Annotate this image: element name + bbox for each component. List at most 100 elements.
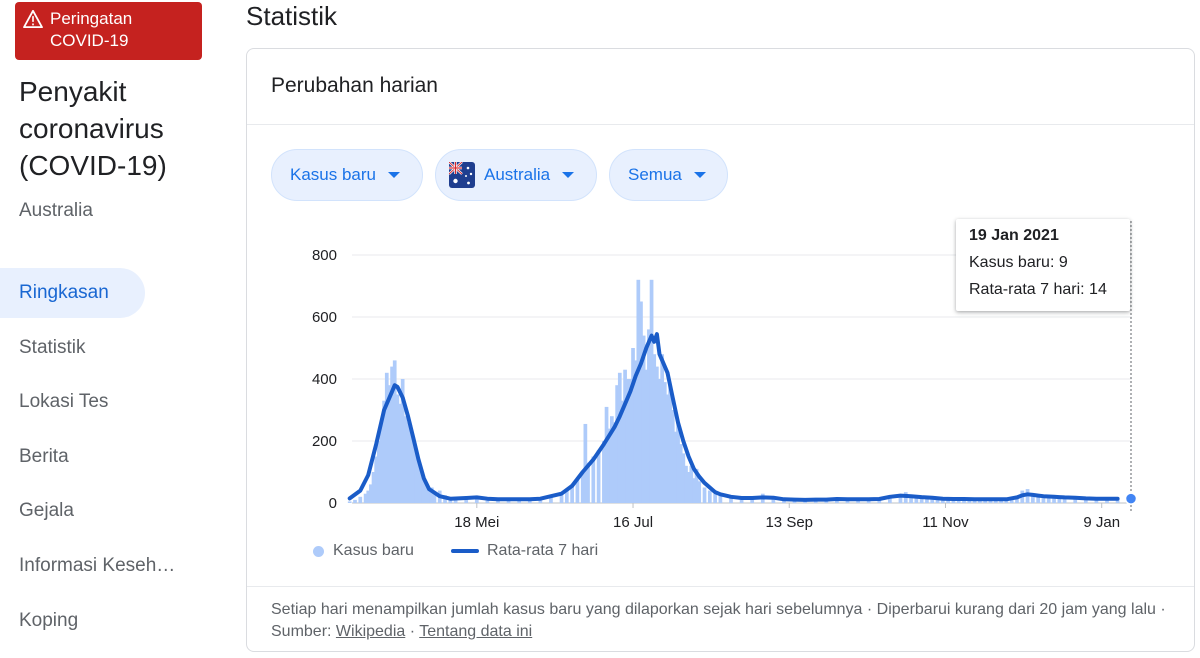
case-bar bbox=[575, 478, 580, 503]
case-bar bbox=[877, 499, 882, 503]
chevron-down-icon bbox=[693, 172, 706, 178]
case-bar bbox=[739, 498, 744, 503]
daily-cases-chart[interactable]: 0 200 400 600 800 18 Mei 16 Jul 13 Sep 11 Nov 9 J… bbox=[247, 49, 1194, 584]
case-bar bbox=[686, 472, 691, 503]
case-bar bbox=[615, 385, 619, 503]
case-bar bbox=[678, 444, 683, 503]
case-bar bbox=[898, 495, 903, 503]
case-bar bbox=[628, 379, 633, 503]
case-bar bbox=[366, 490, 371, 503]
case-bar bbox=[379, 425, 384, 503]
case-bar bbox=[713, 493, 717, 503]
case-bar bbox=[1057, 497, 1062, 503]
case-bar bbox=[604, 406, 609, 503]
case-bar bbox=[1036, 495, 1041, 503]
case-bar bbox=[681, 453, 686, 503]
case-bar bbox=[707, 490, 712, 503]
country-dropdown[interactable]: Australia bbox=[435, 149, 597, 201]
case-bar bbox=[395, 394, 400, 503]
case-bar bbox=[1015, 498, 1019, 503]
case-bar bbox=[353, 499, 357, 503]
case-bar bbox=[668, 385, 672, 503]
case-bar bbox=[1062, 498, 1067, 503]
case-bar bbox=[935, 498, 940, 503]
case-bar bbox=[421, 478, 426, 503]
daily-change-card: Perubahan harian Kasus baru Australia Se… bbox=[246, 48, 1195, 652]
case-bar bbox=[358, 496, 363, 503]
case-bar bbox=[406, 422, 410, 503]
chevron-down-icon bbox=[388, 172, 400, 178]
hover-point bbox=[1124, 492, 1138, 505]
legend-item-cases[interactable]: Kasus baru bbox=[313, 542, 414, 560]
chevron-down-icon bbox=[562, 172, 575, 178]
case-bar bbox=[411, 441, 416, 503]
case-bar bbox=[419, 472, 424, 503]
case-bar bbox=[1009, 499, 1014, 503]
case-bar bbox=[692, 478, 696, 503]
case-bar bbox=[384, 372, 389, 503]
case-bar bbox=[1073, 498, 1078, 503]
nav-item-gejala[interactable]: Gejala bbox=[19, 500, 74, 522]
case-bar bbox=[631, 348, 635, 503]
case-bar bbox=[387, 385, 392, 503]
tooltip-cases: Kasus baru: 9 bbox=[969, 254, 1068, 271]
case-bar bbox=[636, 279, 641, 503]
nav-item-ringkasan[interactable]: Ringkasan bbox=[0, 268, 145, 318]
case-bar bbox=[684, 465, 688, 503]
case-bar bbox=[570, 484, 574, 503]
case-bar bbox=[1031, 493, 1035, 503]
country-subtitle: Australia bbox=[19, 200, 93, 221]
nav-item-informasi-kesehatan[interactable]: Informasi Keseh… bbox=[19, 554, 176, 576]
case-bar bbox=[596, 450, 601, 503]
metric-dropdown-label: Kasus baru bbox=[290, 165, 376, 184]
legend-item-average[interactable]: Rata-rata 7 hari bbox=[451, 542, 598, 560]
case-bar bbox=[1094, 499, 1099, 503]
tooltip-average: Rata-rata 7 hari: 14 bbox=[969, 281, 1107, 298]
case-bar bbox=[591, 456, 596, 503]
disease-title-line: Penyakit bbox=[19, 76, 127, 107]
case-bar bbox=[432, 493, 437, 503]
metric-dropdown[interactable]: Kasus baru bbox=[271, 149, 423, 201]
case-bar bbox=[376, 441, 381, 503]
case-bar bbox=[623, 369, 627, 503]
wikipedia-source-link[interactable]: Wikipedia bbox=[335, 623, 406, 640]
card-divider bbox=[247, 124, 1194, 125]
y-tick-label: 600 bbox=[312, 309, 337, 326]
about-data-link[interactable]: Tentang data ini bbox=[419, 623, 533, 640]
case-bar bbox=[607, 428, 612, 503]
case-bar bbox=[694, 468, 699, 503]
nav-item-koping[interactable]: Koping bbox=[19, 609, 79, 631]
sidebar-nav: Ringkasan Statistik Lokasi Tes Berita Ge… bbox=[0, 268, 220, 650]
case-bar bbox=[416, 462, 421, 503]
case-bar bbox=[633, 360, 638, 503]
case-bar bbox=[559, 495, 564, 503]
case-bar bbox=[888, 496, 892, 503]
country-dropdown-label: Australia bbox=[484, 165, 551, 184]
case-bar bbox=[670, 410, 675, 503]
case-bar bbox=[392, 360, 397, 503]
disease-title-line: (COVID-19) bbox=[19, 150, 167, 181]
case-bar bbox=[374, 456, 379, 503]
case-bar bbox=[644, 369, 649, 503]
average-line bbox=[347, 332, 1120, 502]
y-tick-label: 0 bbox=[329, 495, 337, 512]
case-bar bbox=[782, 499, 786, 503]
scope-dropdown[interactable]: Semua bbox=[609, 149, 728, 201]
page-title: Statistik bbox=[246, 1, 338, 31]
case-bar bbox=[1115, 500, 1120, 503]
case-bar bbox=[602, 441, 606, 503]
nav-item-lokasi-tes[interactable]: Lokasi Tes bbox=[19, 391, 109, 413]
case-bar bbox=[609, 416, 614, 503]
case-bar bbox=[403, 416, 408, 503]
scope-dropdown-label: Semua bbox=[628, 165, 682, 184]
covid-alert-banner[interactable]: Peringatan COVID-19 bbox=[15, 2, 202, 60]
x-tick-label: 11 Nov bbox=[922, 514, 969, 531]
nav-item-berita[interactable]: Berita bbox=[19, 445, 69, 467]
case-bar bbox=[639, 301, 643, 503]
case-bar bbox=[583, 423, 588, 503]
card-title: Perubahan harian bbox=[271, 74, 438, 97]
case-bar bbox=[641, 335, 646, 503]
legend-line-icon bbox=[451, 549, 479, 553]
case-bar bbox=[662, 382, 667, 503]
nav-item-statistik[interactable]: Statistik bbox=[19, 336, 86, 358]
